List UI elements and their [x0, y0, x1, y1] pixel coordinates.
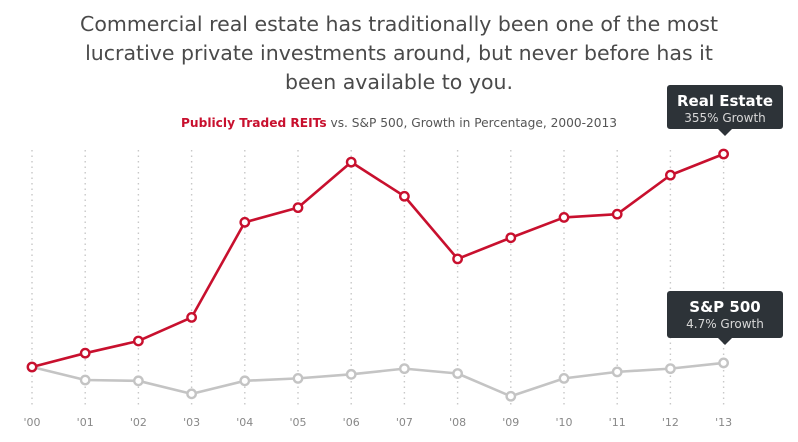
sp500-point [345, 368, 357, 380]
sp500-point [79, 374, 91, 386]
sp500-point [665, 363, 676, 375]
real-estate-point [558, 212, 570, 223]
real-estate-point [292, 202, 304, 214]
sp500-point [398, 363, 410, 375]
real-estate-callout: Real Estate 355% Growth [667, 85, 783, 136]
x-tick-label: '07 [396, 416, 413, 429]
x-tick-label: '09 [502, 416, 519, 429]
x-tick-label: '10 [555, 416, 572, 429]
real-estate-point [505, 232, 517, 244]
subtitle-highlight: Publicly Traded REITs [180, 116, 327, 130]
x-tick-label: '08 [449, 416, 466, 429]
x-tick-label: '04 [236, 416, 253, 429]
x-tick-label: '12 [662, 416, 679, 429]
sp500-point [505, 390, 517, 402]
real-estate-point [611, 208, 623, 220]
headline: Commercial real estate has traditionally… [0, 10, 798, 97]
x-tick-label: '01 [77, 416, 94, 429]
real-estate-point [79, 347, 91, 359]
real-estate-point [718, 148, 729, 160]
real-estate-point [239, 216, 251, 228]
sp500-point [292, 372, 304, 384]
sp500-point [186, 388, 198, 400]
x-tick-label: '13 [715, 416, 732, 429]
sp500-point [132, 375, 144, 387]
real-estate-callout-growth: 355% Growth [684, 111, 766, 125]
sp500-point [718, 357, 729, 369]
sp500-callout: S&P 500 4.7% Growth [667, 291, 783, 345]
real-estate-callout-title: Real Estate [676, 92, 774, 110]
x-tick-label: '03 [183, 416, 200, 429]
sp500-point [611, 366, 623, 378]
real-estate-point [186, 312, 198, 323]
sp500-point [452, 368, 463, 379]
x-tick-label: '05 [289, 416, 306, 429]
real-estate-point [452, 253, 463, 265]
x-tick-label: '00 [23, 416, 40, 429]
real-estate-point [398, 190, 410, 202]
real-estate-point [132, 335, 144, 347]
real-estate-line [31, 152, 725, 369]
x-tick-label: '11 [609, 416, 626, 429]
headline-line-3: been available to you. [284, 70, 514, 94]
x-tick-label: '06 [343, 416, 360, 429]
sp500-callout-growth: 4.7% Growth [686, 317, 764, 331]
sp500-point [558, 372, 570, 384]
sp500-point [239, 375, 251, 387]
headline-line-1: Commercial real estate has traditionally… [80, 12, 718, 36]
subtitle-rest: vs. S&P 500, Growth in Percentage, 2000-… [326, 116, 617, 130]
real-estate-point [26, 361, 38, 373]
real-estate-point [665, 169, 676, 181]
chart-subtitle: Publicly Traded REITs vs. S&P 500, Growt… [0, 116, 798, 130]
sp500-callout-title: S&P 500 [689, 298, 761, 316]
real-estate-point [345, 156, 357, 168]
headline-line-2: lucrative private investments around, bu… [85, 41, 713, 65]
x-tick-label: '02 [130, 416, 147, 429]
sp500-line [31, 361, 724, 398]
